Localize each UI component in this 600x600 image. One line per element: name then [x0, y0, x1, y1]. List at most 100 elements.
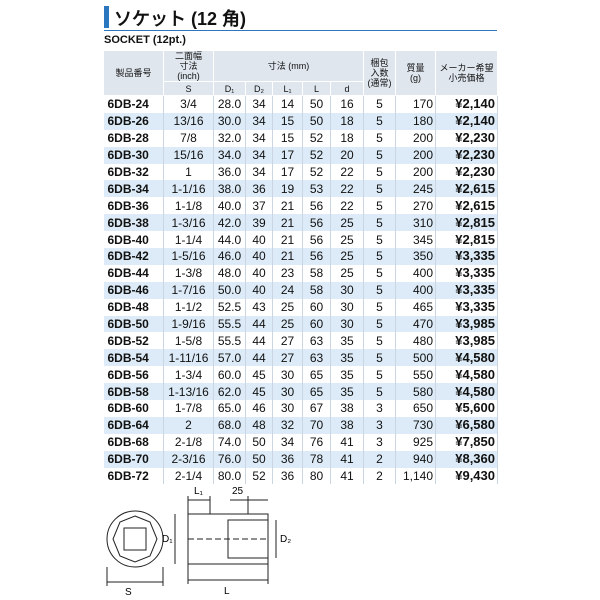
dim-d2: 34: [245, 112, 273, 130]
dim-l1: 21: [272, 214, 303, 232]
dim-l1: 21: [272, 197, 303, 215]
dim-l1: 27: [272, 349, 303, 367]
product-code: 6DB-40: [103, 231, 164, 249]
price: ¥4,580: [435, 366, 498, 384]
mass: 345: [395, 231, 436, 249]
dim-d1: 36.0: [213, 163, 246, 181]
dim-l: 76: [302, 433, 331, 451]
mass: 170: [395, 95, 436, 113]
dim-l: 56: [302, 248, 331, 265]
dim-l1: 30: [272, 366, 303, 384]
subheader-cell: d: [330, 81, 364, 96]
dim-d: 25: [330, 264, 364, 282]
front-outer: [106, 510, 164, 568]
dim-l: 78: [302, 450, 331, 468]
label-l1: L₁: [194, 486, 204, 497]
dim-d: 35: [330, 366, 364, 384]
side-drive: [227, 519, 269, 559]
pack-qty: 5: [363, 214, 396, 232]
price: ¥9,430: [435, 467, 498, 485]
dim-d2: 44: [245, 349, 273, 367]
price: ¥2,140: [435, 112, 498, 130]
dim-d2: 34: [245, 129, 273, 147]
dim-d1: 55.5: [213, 315, 246, 333]
pack-qty: 5: [363, 129, 396, 147]
dim-d2: 52: [245, 467, 273, 485]
dim-d1: 62.0: [213, 383, 246, 401]
pack-qty: 5: [363, 332, 396, 350]
dim-d2: 48: [245, 416, 273, 434]
table-row: 6DB-40 1-1/4 44.0 40 21 56 25 5 345 ¥2,815: [103, 231, 498, 249]
dim-d: 41: [330, 467, 364, 485]
dim-d2: 43: [245, 298, 273, 316]
mass: 310: [395, 214, 436, 232]
dim-l: 58: [302, 264, 331, 282]
dim-d: 22: [330, 163, 364, 181]
dim-d2: 45: [245, 383, 273, 401]
size-s: 1: [163, 163, 214, 181]
dim-d: 41: [330, 450, 364, 468]
table-body: 6DB-24 3/4 28.0 34 14 50 16 5 170 ¥2,140 6DB-26 13/…: [103, 95, 498, 485]
product-code: 6DB-68: [103, 433, 164, 451]
dim-d1: 57.0: [213, 349, 246, 367]
dim-d1: 30.0: [213, 112, 246, 130]
dim-d1: 28.0: [213, 95, 246, 113]
dim-d2: 50: [245, 450, 273, 468]
dim-l: 70: [302, 416, 331, 434]
dim-d1: 46.0: [213, 248, 246, 265]
dim-l: 65: [302, 366, 331, 384]
table-row: 6DB-44 1-3/8 48.0 40 23 58 25 5 400 ¥3,335: [103, 264, 498, 282]
dim-l1: 19: [272, 180, 303, 198]
header-cell: 二面幅 寸法 (inch): [163, 50, 214, 82]
price: ¥3,985: [435, 315, 498, 333]
dim-l1: 15: [272, 129, 303, 147]
dim-d: 25: [330, 214, 364, 232]
dim-l1: 30: [272, 383, 303, 401]
pack-qty: 5: [363, 95, 396, 113]
size-s: 7/8: [163, 129, 214, 147]
size-s: 1-1/8: [163, 197, 214, 215]
product-code: 6DB-46: [103, 281, 164, 299]
dim-d: 35: [330, 332, 364, 350]
size-s: 3/4: [163, 95, 214, 113]
front-square: [123, 527, 147, 551]
pack-qty: 5: [363, 281, 396, 299]
header-cell: メーカー希望 小売価格: [435, 50, 498, 96]
price: ¥3,335: [435, 298, 498, 316]
dim-d: 38: [330, 416, 364, 434]
dim-d2: 44: [245, 315, 273, 333]
title-rule: [104, 30, 497, 31]
dim-d: 20: [330, 146, 364, 164]
size-s: 1-3/8: [163, 264, 214, 282]
size-s: 1-11/16: [163, 349, 214, 367]
dim-d1: 74.0: [213, 433, 246, 451]
table-row: 6DB-28 7/8 32.0 34 15 52 18 5 200 ¥2,230: [103, 129, 498, 147]
title: ソケット (12 角): [114, 9, 247, 29]
dim-d1: 80.0: [213, 467, 246, 485]
dim-d: 30: [330, 281, 364, 299]
dim-d2: 50: [245, 433, 273, 451]
size-s: 1-13/16: [163, 383, 214, 401]
dim-l1: 30: [272, 400, 303, 417]
size-s: 2-3/16: [163, 450, 214, 468]
product-code: 6DB-72: [103, 467, 164, 485]
dim-l: 52: [302, 146, 331, 164]
price: ¥3,985: [435, 332, 498, 350]
mass: 480: [395, 332, 436, 350]
socket-drawing: [106, 496, 277, 586]
mass: 650: [395, 400, 436, 417]
dim-d: 30: [330, 315, 364, 333]
dim-l: 52: [302, 163, 331, 181]
pack-qty: 5: [363, 146, 396, 164]
mass: 270: [395, 197, 436, 215]
price: ¥6,580: [435, 416, 498, 434]
header-cell: 寸法 (mm): [213, 50, 364, 82]
dim-l1: 34: [272, 433, 303, 451]
table-row: 6DB-42 1-5/16 46.0 40 21 56 25 5 350 ¥3,335: [103, 248, 498, 265]
dim-l1: 32: [272, 416, 303, 434]
dim-d1: 42.0: [213, 214, 246, 232]
size-s: 1-5/8: [163, 332, 214, 350]
subtitle: SOCKET (12pt.): [104, 34, 186, 46]
price: ¥3,335: [435, 281, 498, 299]
price: ¥4,580: [435, 383, 498, 401]
